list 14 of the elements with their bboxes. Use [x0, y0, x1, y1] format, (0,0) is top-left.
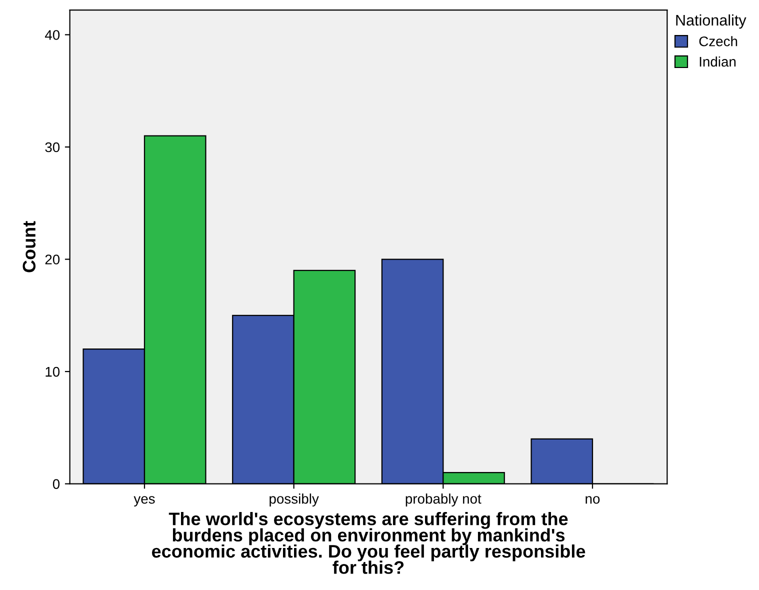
x-tick-label: yes [134, 496, 155, 506]
y-tick-label: 10 [46, 366, 60, 377]
legend-label: Czech [699, 36, 738, 46]
y-tick-label: 20 [45, 254, 60, 264]
y-tick-label: 30 [45, 142, 60, 152]
x-axis-title: The world's ecosystems are suffering from the burdens placed on environment by mankind's economic activities. Do you feel partly responsible for this? [152, 512, 586, 574]
x-tick-label: possibly [270, 494, 319, 506]
legend-label: Indian [700, 56, 736, 67]
legend-title: Nationality [676, 14, 746, 29]
y-axis-title: Count [22, 221, 36, 272]
y-tick-label: 0 [52, 479, 60, 489]
y-tick-label: 40 [44, 30, 60, 40]
x-tick-label: probably not [406, 494, 482, 506]
x-tick-label: no [586, 496, 600, 504]
